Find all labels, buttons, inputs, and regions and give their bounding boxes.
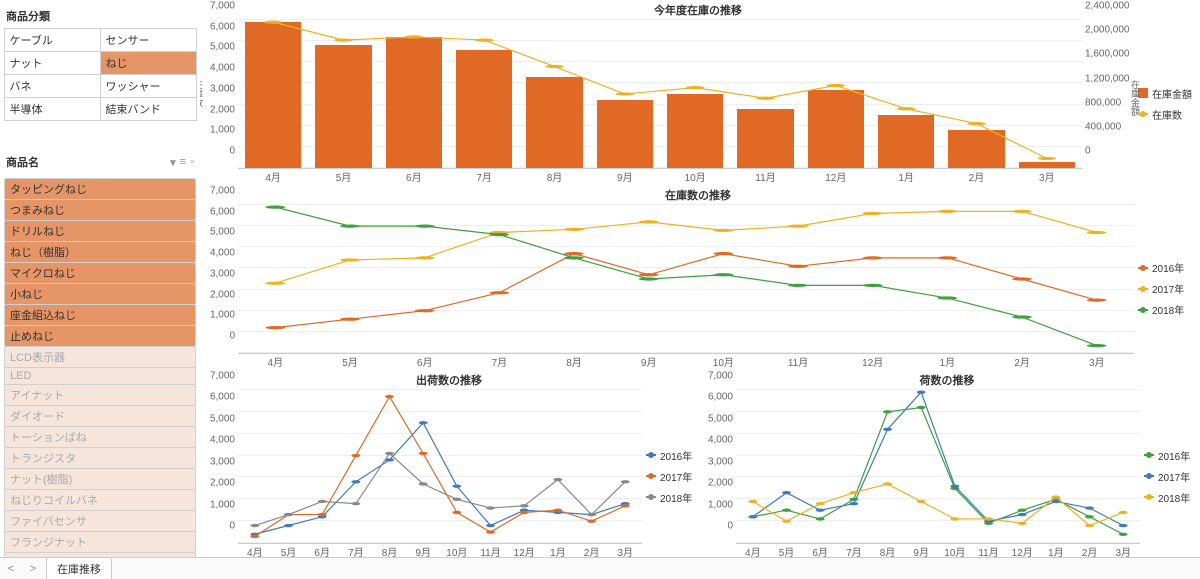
nav-prev-button[interactable]: < — [0, 563, 22, 575]
product-item[interactable]: トーションばね — [4, 426, 196, 448]
legend-item: 2017年 — [1138, 281, 1196, 296]
category-cell[interactable]: ナット — [4, 51, 101, 75]
filter-icon[interactable]: ▾ — [170, 156, 176, 169]
product-item[interactable]: トランジスタ — [4, 447, 196, 469]
chart2-legend: 2016年 2017年 2018年 — [1134, 205, 1196, 372]
chart-stock-current-year: 今年度在庫の推移 01,0002,0003,0004,0005,0006,000… — [200, 0, 1196, 185]
chart-shipments: 出荷数の推移 01,0002,0003,0004,0005,0006,0007,… — [200, 370, 698, 560]
bottom-nav: < > 在庫推移 — [0, 557, 1200, 579]
legend-item: 2018年 — [1144, 490, 1196, 505]
product-header-icons: ▾ ≡ ▫ — [170, 156, 194, 169]
legend-item: 2018年 — [646, 490, 698, 505]
legend-item: 2016年 — [1138, 260, 1196, 275]
chart4-plot: 01,0002,0003,0004,0005,0006,0007,0004月5月… — [698, 390, 1140, 560]
chart2-title: 在庫数の推移 — [200, 185, 1196, 205]
legend-item: 2016年 — [646, 448, 698, 463]
category-grid: ケーブルセンサーナットねじバネワッシャー半導体結束バンド — [4, 28, 196, 120]
product-item[interactable]: 座金組込ねじ — [4, 304, 196, 326]
product-item[interactable]: LCD表示器 — [4, 346, 196, 368]
legend-item: 在庫数 — [1138, 107, 1196, 122]
product-item[interactable]: ファイバセンサ — [4, 510, 196, 532]
chart3-title: 出荷数の推移 — [200, 370, 698, 390]
category-cell[interactable]: ケーブル — [4, 28, 101, 52]
chart1-title: 今年度在庫の推移 — [200, 0, 1196, 20]
legend-item: 2018年 — [1138, 302, 1196, 317]
category-header: 商品分類 — [4, 4, 196, 28]
chart4-legend: 2016年 2017年 2018年 — [1140, 390, 1196, 560]
legend-item: 在庫金額 — [1138, 86, 1196, 101]
category-cell[interactable]: ねじ — [100, 51, 197, 75]
product-item[interactable]: マイクロねじ — [4, 262, 196, 284]
sort-icon[interactable]: ≡ — [180, 156, 186, 169]
product-item[interactable]: ドリルねじ — [4, 220, 196, 242]
chart-receipts: 荷数の推移 01,0002,0003,0004,0005,0006,0007,0… — [698, 370, 1196, 560]
nav-tab-active[interactable]: 在庫推移 — [46, 557, 112, 579]
product-item[interactable]: タッピングねじ — [4, 178, 196, 200]
category-cell[interactable]: ワッシャー — [100, 74, 197, 98]
product-item[interactable]: 止めねじ — [4, 325, 196, 347]
search-icon[interactable]: ▫ — [190, 156, 194, 169]
chart3-plot: 01,0002,0003,0004,0005,0006,0007,0004月5月… — [200, 390, 642, 560]
chart4-title: 荷数の推移 — [698, 370, 1196, 390]
legend-item: 2017年 — [646, 469, 698, 484]
charts-area: 今年度在庫の推移 01,0002,0003,0004,0005,0006,000… — [200, 0, 1200, 560]
chart-stock-trend: 在庫数の推移 01,0002,0003,0004,0005,0006,0007,… — [200, 185, 1196, 370]
product-item[interactable]: フランジナット — [4, 531, 196, 553]
product-item[interactable]: つまみねじ — [4, 199, 196, 221]
category-header-label: 商品分類 — [6, 8, 50, 24]
category-cell[interactable]: 半導体 — [4, 97, 101, 121]
product-item[interactable]: ねじ（樹脂） — [4, 241, 196, 263]
legend-item: 2016年 — [1144, 448, 1196, 463]
sidebar: 商品分類 ケーブルセンサーナットねじバネワッシャー半導体結束バンド 商品名 ▾ … — [0, 0, 200, 560]
category-cell[interactable]: センサー — [100, 28, 197, 52]
product-list: タッピングねじつまみねじドリルねじねじ（樹脂）マイクロねじ小ねじ座金組込ねじ止め… — [4, 178, 196, 560]
product-header: 商品名 ▾ ≡ ▫ — [4, 150, 196, 174]
product-item[interactable]: ねじりコイルバネ — [4, 489, 196, 511]
chart2-plot: 01,0002,0003,0004,0005,0006,0007,0004月5月… — [200, 205, 1134, 372]
product-item[interactable]: アイナット — [4, 384, 196, 406]
category-cell[interactable]: バネ — [4, 74, 101, 98]
chart3-legend: 2016年 2017年 2018年 — [642, 390, 698, 560]
product-item[interactable]: LED — [4, 367, 196, 385]
product-item[interactable]: ダイオード — [4, 405, 196, 427]
legend-item: 2017年 — [1144, 469, 1196, 484]
product-item[interactable]: 小ねじ — [4, 283, 196, 305]
chart1-plot: 01,0002,0003,0004,0005,0006,0007,000在庫数0… — [200, 20, 1134, 187]
product-item[interactable]: ナット(樹脂) — [4, 468, 196, 490]
chart1-legend: 在庫金額在庫数 — [1134, 20, 1196, 187]
nav-next-button[interactable]: > — [22, 563, 44, 575]
category-cell[interactable]: 結束バンド — [100, 97, 197, 121]
product-header-label: 商品名 — [6, 154, 39, 170]
